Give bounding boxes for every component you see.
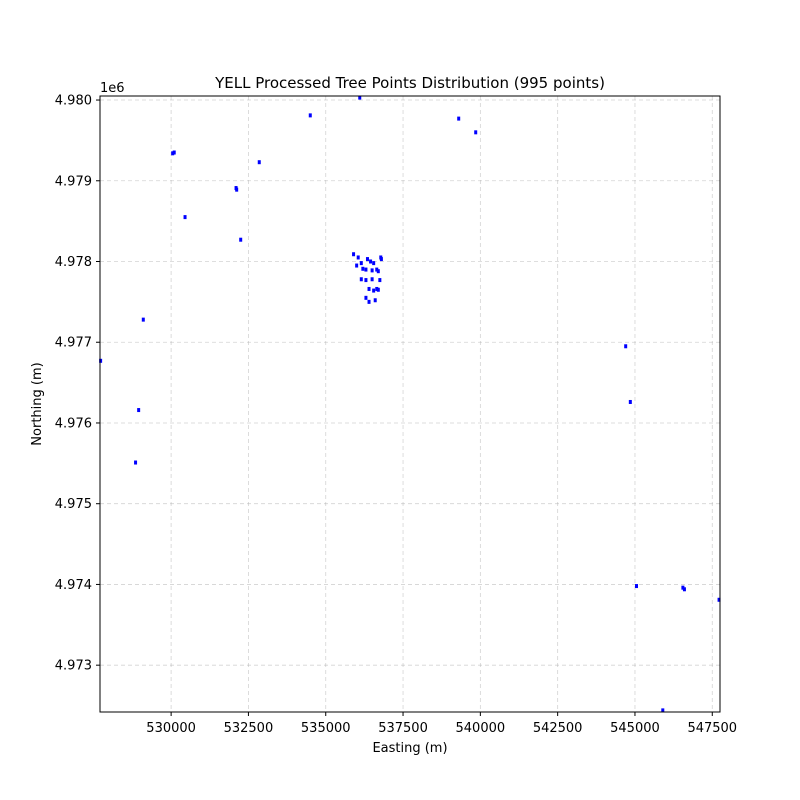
x-axis-ticks: 530000 532500 535000 537500 540000 542500 5450… — [146, 712, 737, 736]
x-tick-label: 540000 — [456, 721, 506, 736]
data-point — [375, 286, 379, 291]
x-tick-label: 537500 — [378, 721, 428, 736]
data-point — [379, 255, 383, 260]
data-point — [172, 150, 176, 155]
data-point — [367, 299, 371, 304]
x-tick-label: 547500 — [687, 721, 737, 736]
y-tick-label: 4.974 — [55, 578, 92, 593]
x-tick-label: 542500 — [533, 721, 583, 736]
data-point — [364, 278, 368, 283]
data-point — [372, 288, 376, 293]
plot-frame — [99, 95, 721, 713]
data-point — [367, 286, 371, 291]
data-point — [99, 358, 103, 363]
data-point — [661, 708, 665, 713]
chart-title: YELL Processed Tree Points Distribution … — [214, 74, 605, 92]
data-point — [361, 266, 365, 271]
data-point — [239, 237, 243, 242]
data-point — [352, 252, 356, 257]
data-point — [370, 277, 374, 282]
data-point — [474, 130, 478, 135]
data-point — [257, 160, 261, 165]
data-point — [628, 399, 632, 404]
data-point — [356, 255, 360, 260]
data-point — [375, 267, 379, 272]
x-tick-label: 530000 — [146, 721, 196, 736]
grid-lines — [100, 96, 720, 712]
y-tick-label: 4.973 — [55, 659, 92, 674]
data-point — [358, 95, 362, 100]
y-axis-ticks: 4.973 4.974 4.975 4.976 4.977 4.978 4.979 4.980 — [55, 94, 100, 674]
x-tick-label: 545000 — [610, 721, 660, 736]
data-point — [369, 259, 373, 264]
data-point — [376, 269, 380, 274]
data-point — [235, 187, 239, 192]
data-points — [99, 95, 721, 713]
data-point — [365, 257, 369, 262]
data-point — [308, 113, 312, 118]
data-point — [134, 460, 138, 465]
data-point — [364, 295, 368, 300]
x-tick-label: 532500 — [224, 721, 274, 736]
data-point — [370, 268, 374, 273]
y-tick-label: 4.978 — [55, 255, 92, 270]
x-tick-label: 535000 — [301, 721, 351, 736]
data-point — [373, 298, 377, 303]
data-point — [183, 215, 187, 220]
data-point — [457, 116, 461, 121]
y-tick-label: 4.977 — [55, 336, 92, 351]
y-axis-label: Northing (m) — [30, 362, 45, 445]
data-point — [635, 584, 639, 589]
y-axis-offset-label: 1e6 — [100, 81, 125, 96]
data-point — [355, 263, 359, 268]
y-tick-label: 4.979 — [55, 174, 92, 189]
y-tick-label: 4.976 — [55, 416, 92, 431]
y-tick-label: 4.980 — [55, 94, 92, 109]
data-point — [717, 597, 721, 602]
data-point — [359, 261, 363, 266]
data-point — [141, 317, 145, 322]
data-point — [359, 277, 363, 282]
data-point — [372, 261, 376, 266]
data-point — [137, 408, 141, 413]
y-tick-label: 4.975 — [55, 497, 92, 512]
data-point — [682, 587, 686, 592]
data-point — [364, 267, 368, 272]
x-axis-label: Easting (m) — [372, 741, 447, 756]
data-point — [378, 278, 382, 283]
data-point — [171, 151, 175, 156]
data-point — [624, 344, 628, 349]
data-point — [376, 287, 380, 292]
data-point — [681, 585, 685, 590]
